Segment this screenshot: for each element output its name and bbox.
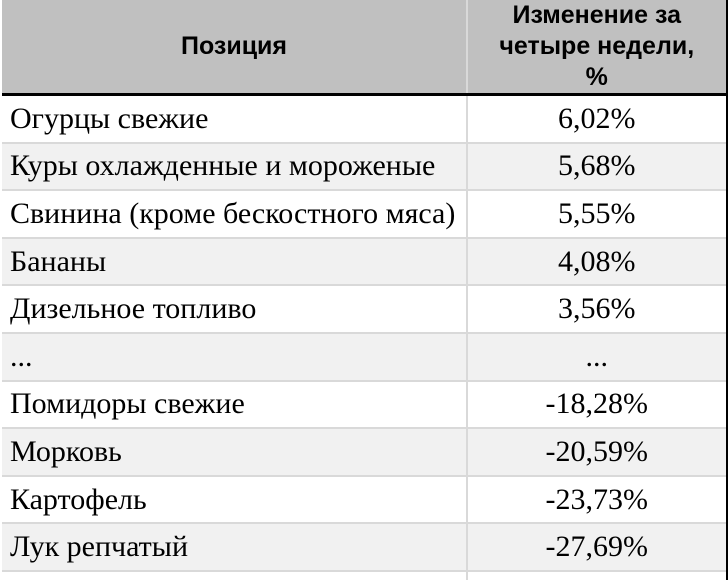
position-cell: Капуста белокочанная свежая bbox=[2, 569, 467, 580]
change-cell: 5,68% bbox=[466, 141, 728, 191]
table-row: Лук репчатый -27,69% bbox=[2, 522, 728, 571]
position-cell: ... bbox=[2, 331, 467, 381]
change-cell: 3,56% bbox=[466, 284, 728, 333]
table-row: Капуста белокочанная свежая -29,08% bbox=[2, 569, 728, 580]
position-cell: Картофель bbox=[2, 474, 467, 524]
change-cell: -29,08% bbox=[466, 569, 728, 580]
table-header: Позиция Изменение за четыре недели, % bbox=[2, 0, 728, 96]
position-cell: Бананы bbox=[2, 236, 467, 286]
table-row: Огурцы свежие 6,02% bbox=[2, 94, 728, 143]
table-row: ... ... bbox=[2, 331, 728, 381]
position-cell: Морковь bbox=[2, 427, 467, 476]
table-row: Куры охлажденные и мороженые 5,68% bbox=[2, 141, 728, 191]
table-row: Бананы 4,08% bbox=[2, 236, 728, 286]
table-row: Свинина (кроме бескостного мяса) 5,55% bbox=[2, 189, 728, 238]
column-header-change: Изменение за четыре недели, % bbox=[466, 0, 728, 96]
change-cell: 4,08% bbox=[466, 236, 728, 286]
header-row: Позиция Изменение за четыре недели, % bbox=[2, 0, 728, 96]
change-cell: 6,02% bbox=[466, 94, 728, 143]
change-cell: -27,69% bbox=[466, 522, 728, 571]
position-cell: Лук репчатый bbox=[2, 522, 467, 571]
table-row: Морковь -20,59% bbox=[2, 427, 728, 476]
table-body: Огурцы свежие 6,02% Куры охлажденные и м… bbox=[2, 94, 728, 580]
column-header-position: Позиция bbox=[2, 0, 467, 96]
position-cell: Куры охлажденные и мороженые bbox=[2, 141, 467, 191]
position-cell: Помидоры свежие bbox=[2, 379, 467, 429]
table-row: Помидоры свежие -18,28% bbox=[2, 379, 728, 429]
position-cell: Дизельное топливо bbox=[2, 284, 467, 333]
change-cell: ... bbox=[466, 331, 728, 381]
change-cell: -20,59% bbox=[466, 427, 728, 476]
table-row: Дизельное топливо 3,56% bbox=[2, 284, 728, 333]
change-cell: 5,55% bbox=[466, 189, 728, 238]
position-cell: Огурцы свежие bbox=[10, 101, 209, 135]
change-cell: -18,28% bbox=[466, 379, 728, 429]
table-row: Картофель -23,73% bbox=[2, 474, 728, 524]
change-cell: -23,73% bbox=[466, 474, 728, 524]
position-cell: Свинина (кроме бескостного мяса) bbox=[2, 189, 467, 238]
